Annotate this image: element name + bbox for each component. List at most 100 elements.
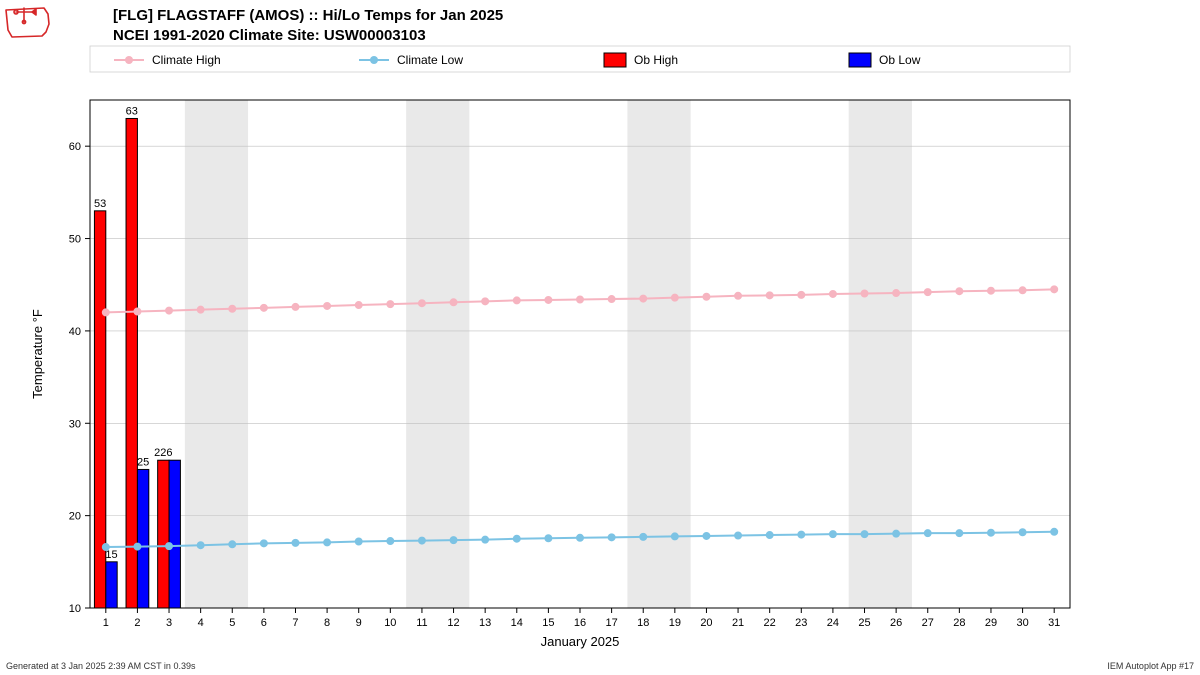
legend-swatch (604, 53, 626, 67)
x-tick-label: 6 (261, 617, 267, 629)
climate_low-marker (197, 542, 204, 549)
x-tick-label: 5 (229, 617, 235, 629)
climate_high-marker (703, 293, 710, 300)
climate_low-marker (956, 530, 963, 537)
ob_high-bar-label: 63 (126, 105, 138, 117)
climate_high-marker (260, 304, 267, 311)
y-tick-label: 50 (69, 234, 81, 246)
climate_low-marker (513, 535, 520, 542)
climate_high-marker (545, 296, 552, 303)
climate_high-marker (324, 302, 331, 309)
y-tick-label: 20 (69, 511, 81, 523)
climate_high-marker (355, 302, 362, 309)
x-tick-label: 9 (356, 617, 362, 629)
climate_low-marker (608, 534, 615, 541)
climate_high-marker (166, 307, 173, 314)
climate_low-marker (355, 538, 362, 545)
x-tick-label: 11 (416, 617, 427, 629)
climate_high-marker (513, 297, 520, 304)
legend-box (90, 46, 1070, 72)
legend-label: Climate High (152, 53, 221, 67)
climate_high-marker (1019, 287, 1026, 294)
x-tick-label: 27 (922, 617, 934, 629)
climate_high-marker (766, 292, 773, 299)
climate_low-marker (798, 531, 805, 538)
climate_high-marker (482, 298, 489, 305)
chart-svg: 1020304050601234567891011121314151617181… (0, 0, 1200, 675)
x-tick-label: 2 (134, 617, 140, 629)
climate_low-marker (545, 535, 552, 542)
x-tick-label: 21 (732, 617, 744, 629)
climate_low-marker (229, 541, 236, 548)
x-tick-label: 15 (542, 617, 554, 629)
climate_low-marker (640, 533, 647, 540)
climate_high-marker (197, 306, 204, 313)
climate_high-marker (577, 296, 584, 303)
x-tick-label: 1 (103, 617, 109, 629)
x-tick-label: 22 (764, 617, 776, 629)
climate_low-marker (166, 543, 173, 550)
climate_low-marker (829, 531, 836, 538)
x-tick-label: 24 (827, 617, 839, 629)
climate_high-marker (229, 305, 236, 312)
climate_high-marker (608, 296, 615, 303)
x-tick-label: 29 (985, 617, 997, 629)
climate_low-marker (671, 533, 678, 540)
chart-container: 1020304050601234567891011121314151617181… (0, 0, 1200, 675)
x-tick-label: 7 (292, 617, 298, 629)
climate_low-marker (450, 537, 457, 544)
ob_low-bar-label: 25 (137, 456, 149, 468)
x-tick-label: 31 (1048, 617, 1060, 629)
x-tick-label: 10 (384, 617, 396, 629)
climate_high-marker (134, 308, 141, 315)
legend-sample-marker (370, 56, 378, 64)
y-tick-label: 10 (69, 603, 81, 615)
climate_high-marker (1051, 286, 1058, 293)
x-tick-label: 30 (1016, 617, 1028, 629)
climate_high-marker (671, 294, 678, 301)
climate_low-marker (987, 529, 994, 536)
legend-label: Ob High (634, 53, 678, 67)
climate_high-marker (387, 301, 394, 308)
climate_low-marker (577, 534, 584, 541)
y-tick-label: 30 (69, 418, 81, 430)
legend-sample-marker (125, 56, 133, 64)
climate_high-marker (102, 309, 109, 316)
x-tick-label: 28 (953, 617, 965, 629)
x-tick-label: 14 (511, 617, 523, 629)
x-tick-label: 17 (605, 617, 617, 629)
legend-label: Ob Low (879, 53, 921, 67)
climate_low-marker (1019, 529, 1026, 536)
climate_low-marker (735, 532, 742, 539)
x-tick-label: 8 (324, 617, 330, 629)
x-tick-label: 16 (574, 617, 586, 629)
x-tick-label: 20 (700, 617, 712, 629)
climate_low-marker (766, 532, 773, 539)
legend-label: Climate Low (397, 53, 463, 67)
x-tick-label: 25 (858, 617, 870, 629)
ob_high-bar-label: 53 (94, 198, 106, 210)
climate_low-marker (1051, 528, 1058, 535)
footer-app: IEM Autoplot App #17 (1107, 661, 1194, 671)
ob_high-bar (126, 118, 137, 608)
x-tick-label: 18 (637, 617, 649, 629)
y-tick-label: 40 (69, 326, 81, 338)
climate_high-marker (418, 300, 425, 307)
x-tick-label: 13 (479, 617, 491, 629)
climate_low-marker (861, 531, 868, 538)
climate_low-marker (102, 544, 109, 551)
climate_low-marker (924, 530, 931, 537)
x-tick-label: 19 (669, 617, 681, 629)
ob_low-bar (106, 562, 117, 608)
x-axis-label: January 2025 (541, 634, 620, 649)
footer-generated: Generated at 3 Jan 2025 2:39 AM CST in 0… (6, 661, 195, 671)
climate_high-marker (924, 289, 931, 296)
x-tick-label: 26 (890, 617, 902, 629)
climate_low-marker (387, 538, 394, 545)
ob_high-bar (158, 460, 169, 608)
climate_high-marker (292, 303, 299, 310)
climate_high-marker (640, 295, 647, 302)
climate_high-marker (798, 291, 805, 298)
climate_high-marker (956, 288, 963, 295)
climate_low-marker (292, 539, 299, 546)
